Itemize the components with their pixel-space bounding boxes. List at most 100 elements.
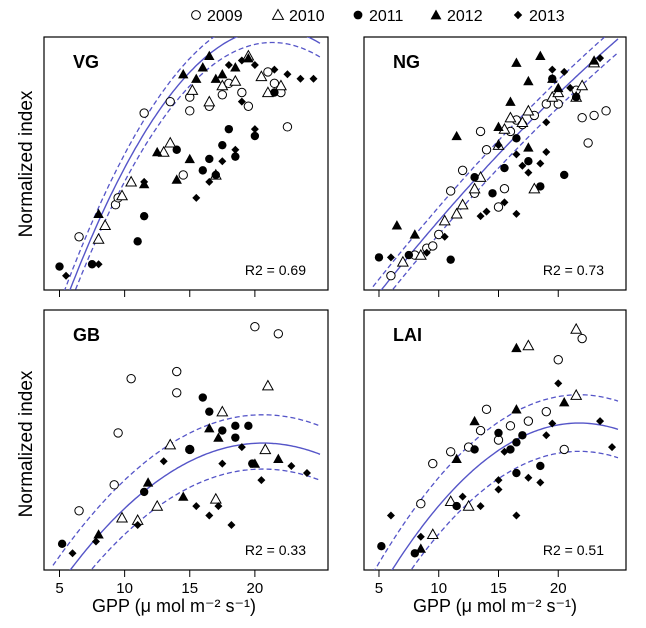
confidence-band-lower [391, 52, 619, 290]
point-2011 [560, 170, 569, 180]
point-2010 [125, 175, 138, 187]
confidence-band-upper [63, 37, 215, 290]
point-2009 [74, 506, 84, 516]
point-2013 [518, 161, 527, 170]
point-2009 [273, 329, 284, 339]
point-2012 [197, 62, 208, 72]
point-2011 [512, 134, 521, 143]
legend-label-2012: 2012 [447, 8, 483, 25]
point-2009 [109, 480, 119, 490]
point-2011 [270, 88, 279, 97]
legend-marker-2010 [271, 8, 285, 20]
fit-line [391, 422, 619, 570]
r2-annotation: R2 = 0.51 [543, 542, 604, 558]
point-2013 [296, 74, 305, 83]
point-2009 [559, 444, 569, 455]
legend-marker-2012 [430, 9, 442, 20]
point-2011 [250, 131, 260, 141]
point-2013 [231, 145, 240, 154]
point-2009 [172, 388, 182, 398]
point-2013 [192, 502, 201, 511]
point-2010 [462, 499, 475, 511]
point-2011 [512, 468, 521, 478]
point-2013 [237, 443, 246, 452]
point-2010 [229, 74, 242, 86]
point-2011 [198, 166, 207, 175]
point-2013 [554, 379, 563, 388]
point-2013 [458, 492, 467, 501]
point-2010 [522, 104, 535, 116]
point-2012 [171, 174, 182, 184]
point-2013 [94, 260, 103, 269]
point-2012 [523, 75, 534, 86]
point-2009 [172, 366, 182, 377]
point-2011 [518, 431, 527, 440]
point-2012 [151, 146, 163, 157]
x-tick-label: 15 [490, 580, 507, 597]
point-2013 [250, 125, 259, 134]
panel-title: GB [73, 325, 100, 345]
plot-frame [363, 309, 627, 571]
point-2012 [493, 121, 504, 132]
point-2009 [185, 106, 195, 116]
point-2013 [386, 253, 395, 262]
point-2010 [259, 443, 272, 455]
point-2009 [601, 106, 611, 116]
point-2011 [494, 428, 503, 438]
panel-title: VG [73, 52, 99, 72]
point-2009 [577, 333, 587, 344]
point-2013 [476, 212, 485, 221]
point-2011 [205, 407, 214, 416]
point-2013 [218, 157, 227, 166]
point-2012 [511, 404, 522, 414]
point-2013 [237, 56, 246, 65]
point-2013 [548, 419, 557, 428]
point-2009 [481, 145, 492, 155]
point-2010 [261, 379, 274, 391]
point-2009 [445, 447, 456, 457]
point-2010 [438, 214, 451, 226]
point-2012 [415, 543, 427, 553]
point-2013 [548, 65, 557, 74]
point-2012 [178, 68, 189, 79]
point-2009 [269, 78, 280, 89]
point-2009 [74, 232, 84, 242]
point-2013 [224, 61, 233, 70]
point-2011 [55, 262, 64, 271]
point-2010 [396, 255, 409, 267]
point-2013 [524, 473, 533, 482]
point-2013 [68, 549, 77, 558]
legend-marker-2013 [513, 10, 523, 20]
point-2009 [475, 425, 486, 436]
point-2013 [536, 159, 545, 168]
point-2013 [227, 520, 236, 529]
point-2011 [536, 182, 545, 191]
point-2012 [204, 50, 215, 61]
point-2013 [524, 168, 533, 177]
point-2013 [205, 177, 214, 186]
point-2011 [452, 501, 461, 511]
point-2013 [237, 97, 246, 106]
point-2012 [93, 529, 104, 539]
point-2009 [282, 122, 293, 132]
point-2011 [57, 539, 67, 549]
point-2011 [211, 170, 221, 180]
point-2013 [140, 177, 149, 186]
point-2011 [571, 92, 581, 102]
point-2009 [541, 99, 551, 109]
point-2011 [377, 542, 386, 551]
r2-annotation: R2 = 0.73 [543, 262, 604, 278]
point-2012 [535, 50, 546, 61]
point-2013 [542, 148, 551, 157]
point-2009 [217, 90, 228, 100]
point-2013 [270, 65, 279, 74]
point-2011 [231, 421, 240, 431]
point-2013 [560, 67, 569, 76]
point-2010 [450, 207, 463, 219]
point-2012 [217, 68, 228, 79]
point-2013 [482, 207, 491, 216]
point-2013 [566, 83, 575, 92]
point-2012 [210, 73, 222, 83]
point-2009 [178, 170, 188, 180]
point-2009 [416, 499, 426, 509]
